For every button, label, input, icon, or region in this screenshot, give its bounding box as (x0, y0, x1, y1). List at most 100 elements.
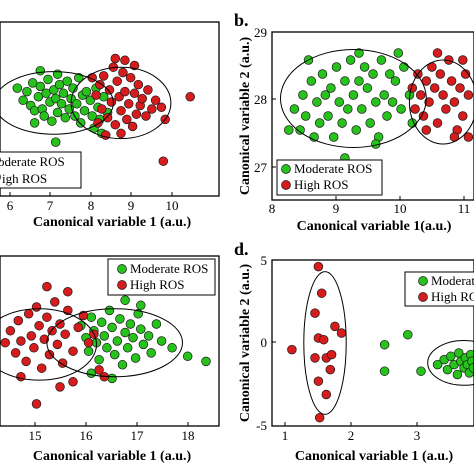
panel-c-x-ticks: 15 16 17 18 (29, 422, 195, 443)
panel-c-confidence-ellipse-2 (46, 308, 183, 378)
panel-d-x-ticks: 1 2 3 (282, 422, 421, 443)
panel-b-legend-marker-moderate (281, 164, 291, 174)
panel-c-point-high (83, 337, 94, 348)
panel-c-legend-box (107, 258, 216, 296)
panel-d-ytick-label: 5 (261, 253, 268, 268)
panel-a-legend: oderate ROS igh ROS (0, 151, 82, 189)
panel-c-x-axis-title: Canonical variable 1 (a.u.) (33, 449, 192, 464)
panel-a-xtick-label: 7 (47, 198, 54, 213)
panel-c-point-high (94, 365, 104, 375)
panel-b-point-high (432, 118, 443, 128)
panel-b-point-moderate (371, 139, 381, 149)
panel-a-xtick-label: 9 (128, 198, 135, 213)
panel-c-point-moderate (96, 317, 107, 328)
panel-b-axes-box (271, 31, 474, 201)
panel-a-xtick-label: 6 (7, 198, 14, 213)
panel-a-point-moderate (79, 105, 90, 116)
panel-c-point-moderate (94, 354, 104, 365)
panel-c-point-high (5, 326, 16, 336)
panel-a-point-high (95, 79, 105, 90)
panel-c-point-moderate (143, 331, 154, 341)
panel-a-point-high (129, 88, 140, 99)
panel-b-point-moderate (365, 118, 375, 128)
panel-a-point-moderate (22, 86, 32, 97)
panel-b-x-axis-title: Canonical variable 1(a.u.) (297, 219, 452, 234)
panel-b-point-high (432, 48, 443, 58)
panel-a-point-high (150, 95, 161, 106)
panel-c-axes-box (0, 255, 220, 427)
panel-d-xtick-label: 3 (414, 428, 421, 443)
panel-b-point-moderate (382, 111, 392, 121)
panel-c-point-moderate (138, 339, 149, 350)
panel-c-point-high (60, 329, 70, 339)
panel-b-point-moderate (393, 48, 404, 58)
panel-a-point-high (116, 128, 126, 139)
panel-d-confidence-ellipse-1 (303, 271, 347, 415)
panel-a-point-high (110, 53, 121, 64)
panel-d-confidence-ellipse-2 (427, 340, 474, 386)
panel-d-axes-box (271, 259, 474, 427)
panel-c-xtick-label: 17 (131, 428, 145, 443)
panel-b-legend-label-high: High ROS (294, 177, 349, 192)
panel-a-point-moderate (74, 72, 84, 83)
panel-c-point-moderate (109, 349, 120, 360)
panel-a-point-moderate (47, 116, 57, 126)
panel-d-point-moderate (403, 329, 413, 340)
panel-c-point-high (55, 319, 65, 329)
panel-b-point-moderate (345, 55, 356, 65)
panel-a-point-high (97, 104, 107, 114)
panel-c-point-moderate (120, 295, 130, 305)
panel-d-point-high (336, 328, 347, 338)
panel-d-x-axis-title: Canonical variable 1 (a.u.) (295, 449, 454, 464)
panel-a-point-moderate (81, 86, 92, 97)
panel-b-ytick-label: 29 (254, 25, 267, 40)
panel-b-point-moderate (359, 62, 370, 72)
panel-a-point-high (116, 105, 126, 116)
panel-a-point-high (98, 71, 109, 81)
panel-d-legend-box (404, 271, 474, 307)
panel-a-axes-box (0, 21, 220, 197)
panel-b-point-moderate (357, 104, 367, 114)
panel-c-point-moderate (112, 336, 123, 346)
panel-c-point-high (52, 339, 63, 350)
panel-a-point-moderate (72, 99, 82, 109)
panel-a-point-moderate (52, 107, 63, 118)
panel-a-point-high (131, 109, 142, 119)
panel-b-legend: Moderate ROS High ROS (276, 159, 383, 196)
panel-b-point-moderate (334, 97, 345, 107)
panel-a-point-high (112, 76, 122, 86)
panel-b-point-moderate (300, 111, 311, 121)
panel-b-point-high (458, 111, 468, 121)
panel-d-legend-label-moderate: Moderat (431, 273, 474, 288)
panel-a-point-moderate (18, 95, 28, 106)
panel-c-point-high (23, 309, 34, 319)
panel-d-legend-marker-high (418, 292, 428, 302)
panel-b-xtick-label: 8 (269, 201, 276, 216)
panel-b-point-moderate (331, 62, 342, 72)
panel-c-point-high (26, 331, 37, 341)
panel-b-point-moderate (323, 111, 333, 121)
panel-d-point-high (313, 376, 324, 386)
panel-b-point-high (441, 104, 451, 114)
panel-a-confidence-ellipse-1 (0, 71, 114, 135)
panel-d-label: d. (234, 239, 249, 259)
panel-c-point-moderate (83, 346, 94, 356)
panel-c-point-moderate (107, 373, 117, 384)
panel-c-legend: Moderate ROS High ROS (107, 258, 216, 296)
panel-a-point-moderate (50, 137, 61, 147)
panel-a-point-high (91, 90, 101, 100)
panel-d-point-moderate (379, 339, 390, 350)
panel-b-point-moderate (376, 55, 387, 65)
panel-d-point-moderate (442, 364, 453, 375)
panel-a-points (0, 53, 195, 166)
panel-d-point-high (321, 389, 332, 400)
panel-d-legend-marker-moderate (418, 276, 428, 286)
panel-d-point-moderate (468, 363, 474, 373)
panel-b-point-moderate (337, 118, 347, 128)
panel-a-point-moderate (35, 65, 46, 76)
panel-b-ytick-label: 28 (254, 92, 267, 107)
panel-c-point-high (31, 302, 42, 312)
panel-b-point-high (424, 97, 434, 107)
panel-b-xtick-label: 9 (333, 201, 340, 216)
panel-d-points (287, 261, 474, 423)
